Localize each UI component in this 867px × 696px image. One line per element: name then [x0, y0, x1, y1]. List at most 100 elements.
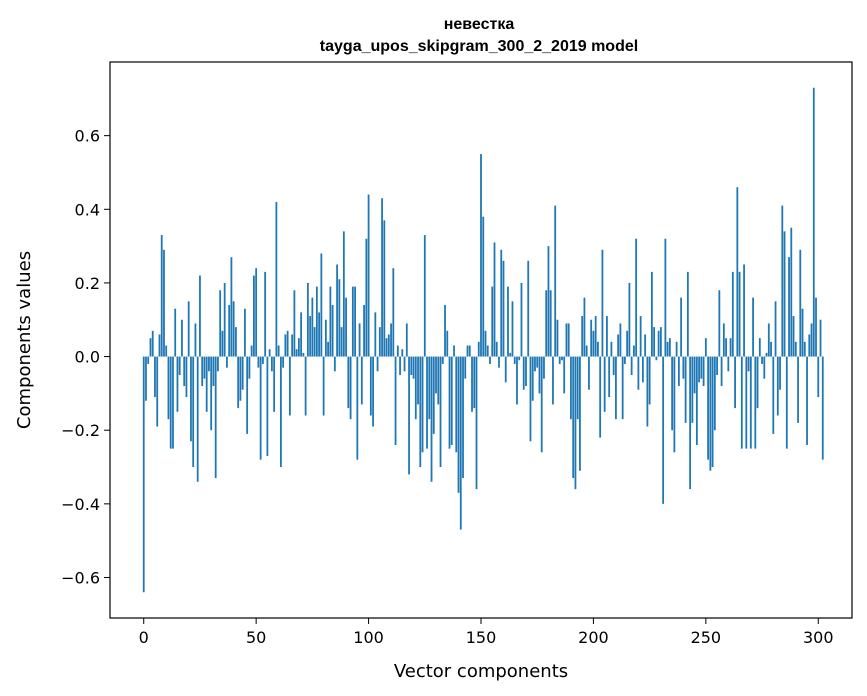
- bar-66: [291, 334, 294, 357]
- bar-239: [680, 297, 683, 357]
- bar-34: [219, 290, 222, 357]
- y-tick-label: 0.4: [75, 200, 100, 219]
- bar-248: [700, 356, 703, 379]
- bar-141: [459, 356, 462, 530]
- bar-278: [767, 323, 770, 357]
- bar-7: [158, 334, 161, 357]
- bar-132: [439, 356, 442, 468]
- bar-111: [392, 268, 395, 357]
- bar-1: [145, 356, 147, 401]
- bar-241: [684, 356, 687, 423]
- y-axis-label: Components values: [14, 251, 35, 429]
- bar-234: [668, 338, 671, 357]
- bar-97: [360, 356, 363, 405]
- bar-134: [444, 305, 446, 357]
- bar-301: [819, 319, 822, 357]
- y-tick-label: 0.2: [75, 274, 100, 293]
- bar-262: [731, 271, 734, 357]
- bar-282: [776, 356, 779, 416]
- bar-88: [340, 327, 343, 357]
- bar-293: [801, 308, 804, 357]
- bar-232: [664, 238, 667, 357]
- bar-120: [412, 356, 415, 379]
- bar-273: [756, 356, 759, 409]
- bar-49: [253, 275, 255, 357]
- bar-213: [621, 356, 624, 420]
- bar-212: [619, 323, 622, 357]
- bar-23: [194, 323, 197, 357]
- bar-254: [713, 356, 716, 431]
- bar-96: [358, 323, 361, 357]
- plot-frame: [109, 61, 853, 619]
- bar-73: [306, 282, 309, 357]
- bar-171: [527, 260, 530, 357]
- bar-295: [806, 356, 808, 445]
- y-tick-label: 0.6: [75, 127, 100, 146]
- bar-29: [208, 356, 210, 372]
- bar-223: [644, 334, 647, 357]
- bar-290: [794, 341, 797, 357]
- x-axis-ticks: 0 50 100 150 200 250 300: [139, 618, 834, 647]
- bar-136: [448, 356, 451, 449]
- bar-294: [803, 341, 806, 357]
- bar-208: [610, 341, 613, 357]
- bar-258: [722, 323, 725, 357]
- bar-31: [212, 356, 215, 387]
- bar-246: [695, 356, 698, 445]
- bar-299: [815, 297, 817, 357]
- bar-10: [165, 345, 168, 357]
- bar-251: [707, 356, 709, 460]
- bar-135: [446, 330, 449, 357]
- bar-226: [650, 271, 653, 357]
- bar-87: [338, 279, 341, 357]
- bar-121: [414, 356, 417, 420]
- bar-131: [437, 356, 440, 405]
- bar-217: [630, 356, 633, 375]
- bar-260: [727, 356, 730, 372]
- bar-107: [383, 220, 386, 357]
- bar-193: [576, 356, 579, 420]
- y-tick-label: −0.2: [61, 421, 100, 440]
- bar-175: [536, 356, 539, 368]
- bar-206: [606, 316, 608, 357]
- bar-133: [441, 356, 444, 364]
- bar-228: [655, 356, 658, 361]
- bar-142: [462, 356, 464, 479]
- bar-259: [725, 338, 727, 357]
- bar-203: [599, 356, 602, 438]
- bar-24: [196, 356, 199, 482]
- y-tick-label: 0.0: [75, 348, 100, 367]
- bar-183: [554, 205, 557, 357]
- bar-95: [356, 356, 359, 460]
- bar-51: [257, 356, 260, 368]
- bar-263: [734, 356, 736, 409]
- bar-202: [597, 341, 599, 357]
- bar-243: [689, 356, 692, 490]
- x-tick-label: 0: [139, 628, 149, 647]
- bar-284: [781, 205, 784, 357]
- bar-6: [156, 356, 159, 427]
- bar-56: [268, 349, 271, 357]
- bar-198: [588, 356, 590, 390]
- bar-227: [653, 327, 656, 357]
- bar-194: [579, 356, 581, 471]
- x-tick-label: 100: [353, 628, 384, 647]
- bar-20: [187, 301, 190, 357]
- bar-176: [538, 356, 541, 394]
- bar-98: [363, 305, 365, 357]
- bar-118: [408, 356, 410, 475]
- bar-2: [147, 356, 150, 364]
- bar-214: [624, 356, 626, 364]
- bar-146: [471, 356, 473, 412]
- bar-270: [749, 356, 752, 449]
- bar-201: [594, 316, 597, 357]
- bar-229: [657, 330, 660, 357]
- bar-25: [199, 275, 201, 357]
- bar-47: [248, 356, 251, 379]
- bar-82: [327, 341, 329, 357]
- bar-113: [396, 345, 399, 357]
- bar-238: [677, 356, 680, 387]
- bar-235: [671, 356, 674, 431]
- bar-33: [217, 356, 219, 372]
- bar-84: [331, 305, 334, 357]
